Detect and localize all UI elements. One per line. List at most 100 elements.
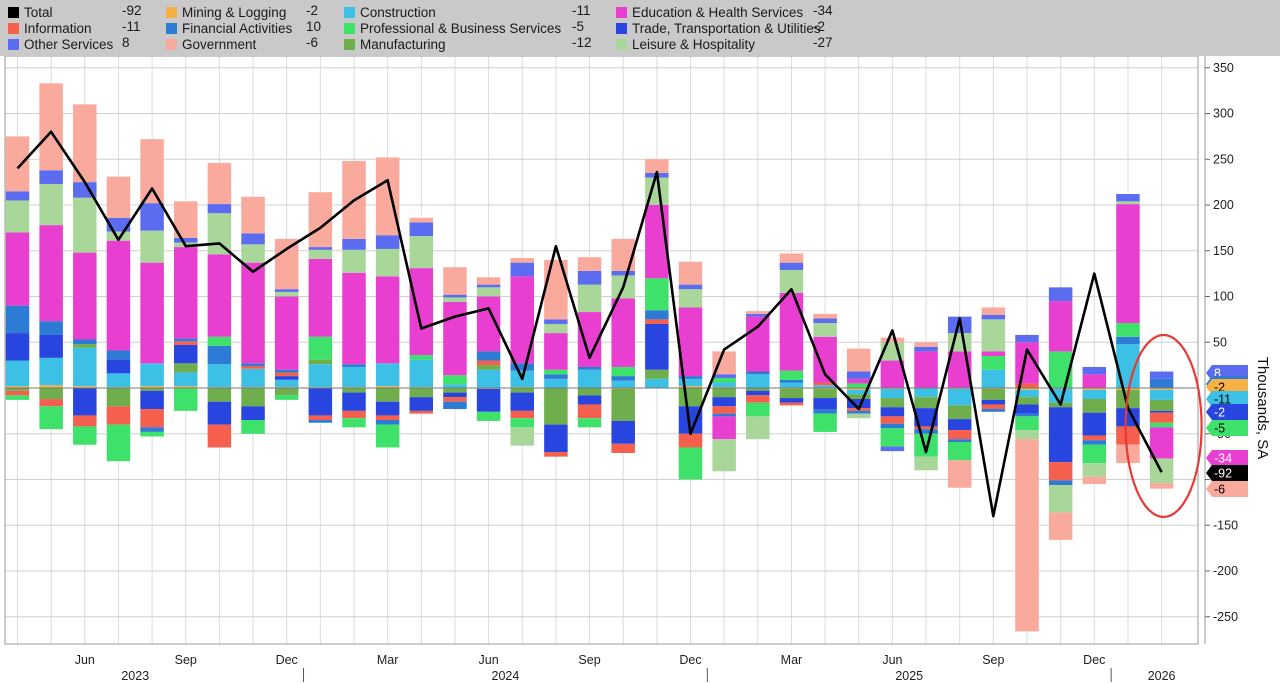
bar-segment — [73, 347, 97, 387]
bar-segment — [375, 420, 400, 425]
bar-segment — [813, 318, 837, 324]
bar-segment — [409, 355, 434, 360]
bar-segment — [207, 204, 232, 214]
bar-segment — [746, 388, 770, 391]
bar-segment — [241, 196, 265, 234]
bar-segment — [443, 401, 467, 410]
bar-segment — [981, 409, 1006, 412]
x-month-label: Jun — [882, 653, 902, 667]
bar-segment — [207, 213, 232, 255]
bar-segment — [914, 388, 938, 398]
bar-segment — [5, 232, 30, 306]
bar-segment — [611, 420, 635, 444]
legend-value: 10 — [306, 19, 322, 34]
bar-segment — [241, 406, 265, 421]
legend-item: Leisure & Hospitality — [616, 36, 755, 52]
bar-segment — [409, 397, 434, 411]
bar-segment — [611, 270, 635, 276]
bar-segment — [1015, 439, 1039, 632]
bar-segment — [1015, 413, 1039, 417]
total-line — [16, 130, 1163, 518]
end-tag-shape — [1206, 391, 1248, 407]
bar-segment — [645, 177, 669, 205]
bar-segment — [1149, 371, 1174, 379]
bar-segment — [106, 359, 131, 374]
bar-segment — [1015, 430, 1039, 440]
bar-segment — [174, 237, 198, 243]
bar-segment — [443, 388, 467, 393]
bar-segment — [947, 460, 972, 488]
bar-segment — [106, 424, 131, 462]
bar-segment — [1149, 399, 1174, 411]
bar-segment — [174, 363, 198, 373]
legend-value: -6 — [306, 35, 319, 50]
bar-segment — [409, 217, 434, 223]
end-value-tags: 810-2-11-2-5-34-92-6 — [1206, 365, 1248, 497]
bar-segment — [241, 366, 265, 369]
bar-segment — [207, 345, 232, 365]
bar-segment — [813, 385, 837, 388]
bar-segment — [981, 369, 1006, 388]
bar-segment — [274, 388, 299, 396]
end-tag-label: -5 — [1214, 422, 1225, 436]
bar-segment — [1116, 426, 1140, 445]
bar-segment — [914, 346, 938, 352]
bar-segment — [1082, 440, 1107, 445]
bar-segment — [1048, 480, 1073, 485]
bar-segment — [308, 359, 333, 365]
bar-segment — [140, 427, 164, 432]
legend-swatch — [8, 22, 19, 34]
legend-item: Government — [166, 36, 256, 52]
bar-segment — [375, 401, 400, 416]
legend-swatch — [166, 38, 177, 50]
bar-segment — [140, 139, 164, 204]
bar-segment — [544, 452, 568, 457]
x-month-label: Dec — [1083, 653, 1105, 667]
bar-segment — [779, 262, 804, 270]
bar-segment — [746, 311, 770, 314]
bar-segment — [443, 392, 467, 398]
legend-label: Construction — [360, 4, 436, 20]
bar-segment — [73, 415, 97, 427]
bar-segment — [5, 305, 30, 334]
legend-label: Professional & Business Services — [360, 20, 562, 36]
bar-segment — [73, 197, 97, 253]
x-month-label: Sep — [175, 653, 197, 667]
y-axis-label: Thousands, SA — [1254, 357, 1271, 460]
bar-segment — [1116, 344, 1140, 388]
bar-segment — [813, 382, 837, 386]
bar-segment — [308, 336, 333, 360]
bar-segment — [476, 284, 501, 288]
legend-value: -92 — [122, 3, 142, 18]
bar-segment — [981, 314, 1006, 320]
end-tag-shape — [1206, 450, 1248, 466]
bar-segment — [476, 277, 501, 285]
legend-swatch — [616, 22, 627, 34]
bar-segment — [1149, 389, 1174, 400]
bar-segment — [5, 395, 30, 400]
legend-value: 8 — [122, 35, 130, 50]
bar-segment — [207, 424, 232, 448]
bar-segment — [847, 371, 871, 379]
y-tick-label: 200 — [1213, 198, 1234, 212]
bar-segment — [712, 439, 736, 472]
bar-segment — [510, 363, 534, 371]
bar-segment — [140, 230, 164, 263]
bar-segment — [1015, 388, 1039, 390]
bar-segment — [947, 419, 972, 431]
bar-segment — [510, 427, 534, 446]
bar-segment — [5, 191, 30, 201]
bar-segment — [611, 380, 635, 388]
legend-value: -11 — [122, 19, 141, 34]
bar-segment — [1015, 334, 1039, 343]
bar-segment — [274, 379, 299, 388]
bar-segment — [746, 395, 770, 403]
bar-segment — [443, 397, 467, 402]
end-tag-shape — [1206, 465, 1248, 481]
end-tag-label: -11 — [1214, 393, 1231, 407]
bar-segment — [678, 376, 703, 379]
bar-segment — [712, 388, 736, 398]
bar-segment — [1082, 435, 1107, 441]
bar-segment — [409, 236, 434, 269]
bar-segment — [308, 247, 333, 250]
